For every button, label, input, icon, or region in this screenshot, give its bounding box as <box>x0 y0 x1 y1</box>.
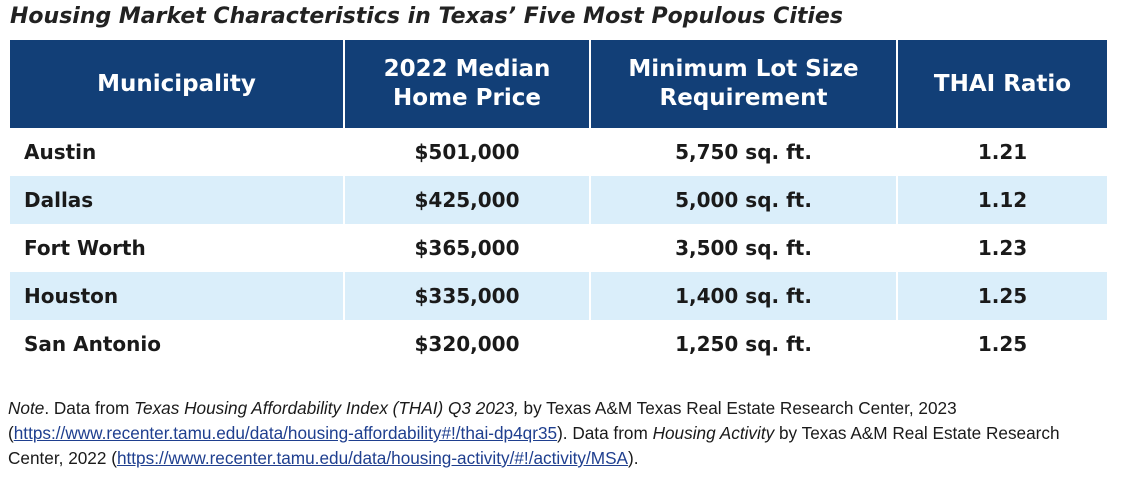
cell-thai-ratio: 1.25 <box>897 272 1107 320</box>
header-median-price-line2: Home Price <box>393 85 541 111</box>
note-text: by Texas A&M Real Estate Research Center… <box>8 423 1060 468</box>
cell-municipality: Dallas <box>10 176 345 224</box>
cell-municipality: Austin <box>10 128 345 176</box>
header-lot-size-line2: Requirement <box>659 85 828 111</box>
header-lot-size: Minimum Lot Size Requirement <box>590 40 898 128</box>
cell-thai-ratio: 1.23 <box>977 236 1028 260</box>
note-text: ). Data from <box>557 423 653 443</box>
header-thai-ratio: THAI Ratio <box>897 40 1107 128</box>
cell-thai-ratio: 1.21 <box>977 140 1028 164</box>
cell-municipality: San Antonio <box>10 320 345 368</box>
cell-median-price: $501,000 <box>344 128 591 176</box>
note-source-title: Housing Activity <box>652 423 775 443</box>
header-median-price-line1: 2022 Median <box>383 56 551 82</box>
source-note: Note. Data from Texas Housing Affordabil… <box>8 396 1118 471</box>
note-text: ). <box>628 448 639 468</box>
note-text: by Texas A&M Texas Real Estate Research … <box>8 398 957 443</box>
table-row: Fort Worth $365,000 3,500 sq. ft. 1.23 <box>10 224 1107 272</box>
note-text: . Data from <box>44 398 135 418</box>
housing-market-table: Municipality 2022 Median Home Price Mini… <box>10 40 1107 368</box>
header-municipality: Municipality <box>10 40 345 128</box>
table-row: San Antonio $320,000 1,250 sq. ft. 1.25 <box>10 320 1107 368</box>
cell-thai-ratio: 1.25 <box>977 332 1028 356</box>
cell-lot-size: 1,400 sq. ft. <box>590 272 898 320</box>
cell-lot-size: 5,750 sq. ft. <box>590 128 898 176</box>
note-label: Note <box>8 398 45 418</box>
cell-lot-size: 1,250 sq. ft. <box>590 320 898 368</box>
cell-median-price: $365,000 <box>344 224 591 272</box>
header-municipality-label: Municipality <box>97 70 256 97</box>
cell-municipality: Fort Worth <box>10 224 345 272</box>
cell-lot-size: 5,000 sq. ft. <box>590 176 898 224</box>
cell-median-price: $425,000 <box>344 176 591 224</box>
table-row: Dallas $425,000 5,000 sq. ft. 1.12 <box>10 176 1107 224</box>
table-row: Houston $335,000 1,400 sq. ft. 1.25 <box>10 272 1107 320</box>
source-link[interactable]: https://www.recenter.tamu.edu/data/housi… <box>13 423 558 443</box>
cell-median-price: $320,000 <box>344 320 591 368</box>
cell-municipality: Houston <box>10 272 345 320</box>
source-link[interactable]: https://www.recenter.tamu.edu/data/housi… <box>116 448 629 468</box>
header-median-price: 2022 Median Home Price <box>344 40 591 128</box>
table-row: Austin $501,000 5,750 sq. ft. 1.21 <box>10 128 1107 176</box>
cell-lot-size: 3,500 sq. ft. <box>590 224 898 272</box>
note-source-title: Texas Housing Affordability Index (THAI)… <box>134 398 519 418</box>
table-title: Housing Market Characteristics in Texas’… <box>10 4 843 29</box>
header-thai-ratio-label: THAI Ratio <box>933 70 1072 97</box>
cell-median-price: $335,000 <box>344 272 591 320</box>
cell-thai-ratio: 1.12 <box>897 176 1107 224</box>
header-lot-size-line1: Minimum Lot Size <box>628 56 859 82</box>
header-row: Municipality 2022 Median Home Price Mini… <box>10 40 1107 128</box>
